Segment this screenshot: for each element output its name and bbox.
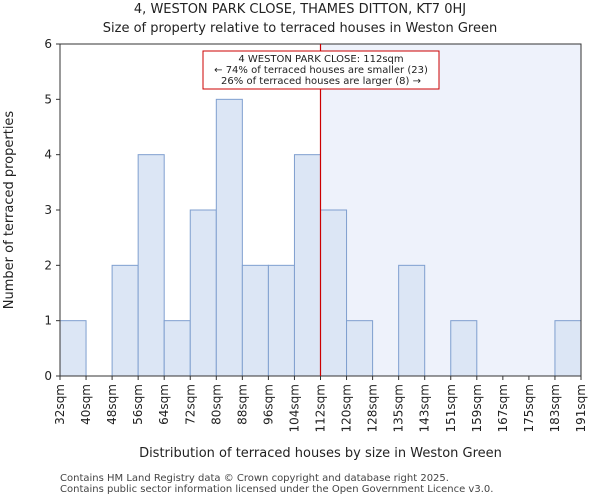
y-tick-label-5: 5 <box>44 92 52 106</box>
bar-96sqm <box>267 264 295 377</box>
chart-title: 4, WESTON PARK CLOSE, THAMES DITTON, KT7… <box>133 2 467 17</box>
x-tick-label-128sqm: 128sqm <box>366 384 380 432</box>
x-tick-label-183sqm: 183sqm <box>548 384 562 432</box>
annotation-line-3: 26% of terraced houses are larger (8) → <box>221 76 421 87</box>
y-tick-label-1: 1 <box>44 314 52 328</box>
bar-64sqm <box>163 320 191 377</box>
x-tick-label-167sqm: 167sqm <box>496 384 510 432</box>
y-tick-label-2: 2 <box>44 258 52 272</box>
x-tick-label-48sqm: 48sqm <box>105 384 119 425</box>
x-tick-label-80sqm: 80sqm <box>209 384 223 425</box>
bar-183sqm <box>554 320 582 377</box>
annotation-line-2: ← 74% of terraced houses are smaller (23… <box>214 65 428 76</box>
bar-72sqm <box>189 209 217 377</box>
x-tick-label-175sqm: 175sqm <box>522 384 536 432</box>
x-tick-label-104sqm: 104sqm <box>287 384 301 432</box>
x-tick-label-159sqm: 159sqm <box>470 384 484 432</box>
y-tick-label-4: 4 <box>44 148 52 162</box>
bar-32sqm <box>59 320 87 377</box>
bar-80sqm <box>215 98 243 377</box>
x-tick-label-72sqm: 72sqm <box>183 384 197 425</box>
x-tick-label-151sqm: 151sqm <box>444 384 458 432</box>
bar-135sqm <box>398 264 426 377</box>
x-tick-label-120sqm: 120sqm <box>340 384 354 432</box>
y-tick-label-3: 3 <box>44 203 52 217</box>
x-tick-label-96sqm: 96sqm <box>261 384 275 425</box>
footer-line-1: Contains HM Land Registry data © Crown c… <box>60 473 449 484</box>
x-tick-label-64sqm: 64sqm <box>157 384 171 425</box>
x-tick-label-112sqm: 112sqm <box>314 384 328 432</box>
x-tick-label-32sqm: 32sqm <box>53 384 67 425</box>
bar-120sqm <box>346 320 374 377</box>
bar-112sqm <box>320 209 348 377</box>
bar-88sqm <box>241 264 269 377</box>
bar-151sqm <box>450 320 478 377</box>
annotation-line-1: 4 WESTON PARK CLOSE: 112sqm <box>238 54 403 65</box>
y-tick-label-0: 0 <box>44 369 52 383</box>
y-axis-title: Number of terraced properties <box>2 111 17 310</box>
x-tick-label-135sqm: 135sqm <box>392 384 406 432</box>
chart-subtitle: Size of property relative to terraced ho… <box>102 21 498 36</box>
x-tick-label-56sqm: 56sqm <box>131 384 145 425</box>
x-tick-label-143sqm: 143sqm <box>418 384 432 432</box>
x-tick-label-88sqm: 88sqm <box>235 384 249 425</box>
footer-line-2: Contains public sector information licen… <box>60 484 494 495</box>
bar-56sqm <box>137 154 165 377</box>
bar-48sqm <box>111 264 139 377</box>
x-axis-title: Distribution of terraced houses by size … <box>139 446 502 461</box>
annotation-box <box>202 50 440 90</box>
bar-104sqm <box>293 154 322 377</box>
x-tick-label-40sqm: 40sqm <box>79 384 93 425</box>
y-tick-label-6: 6 <box>44 37 52 51</box>
x-tick-label-191sqm: 191sqm <box>574 384 588 432</box>
